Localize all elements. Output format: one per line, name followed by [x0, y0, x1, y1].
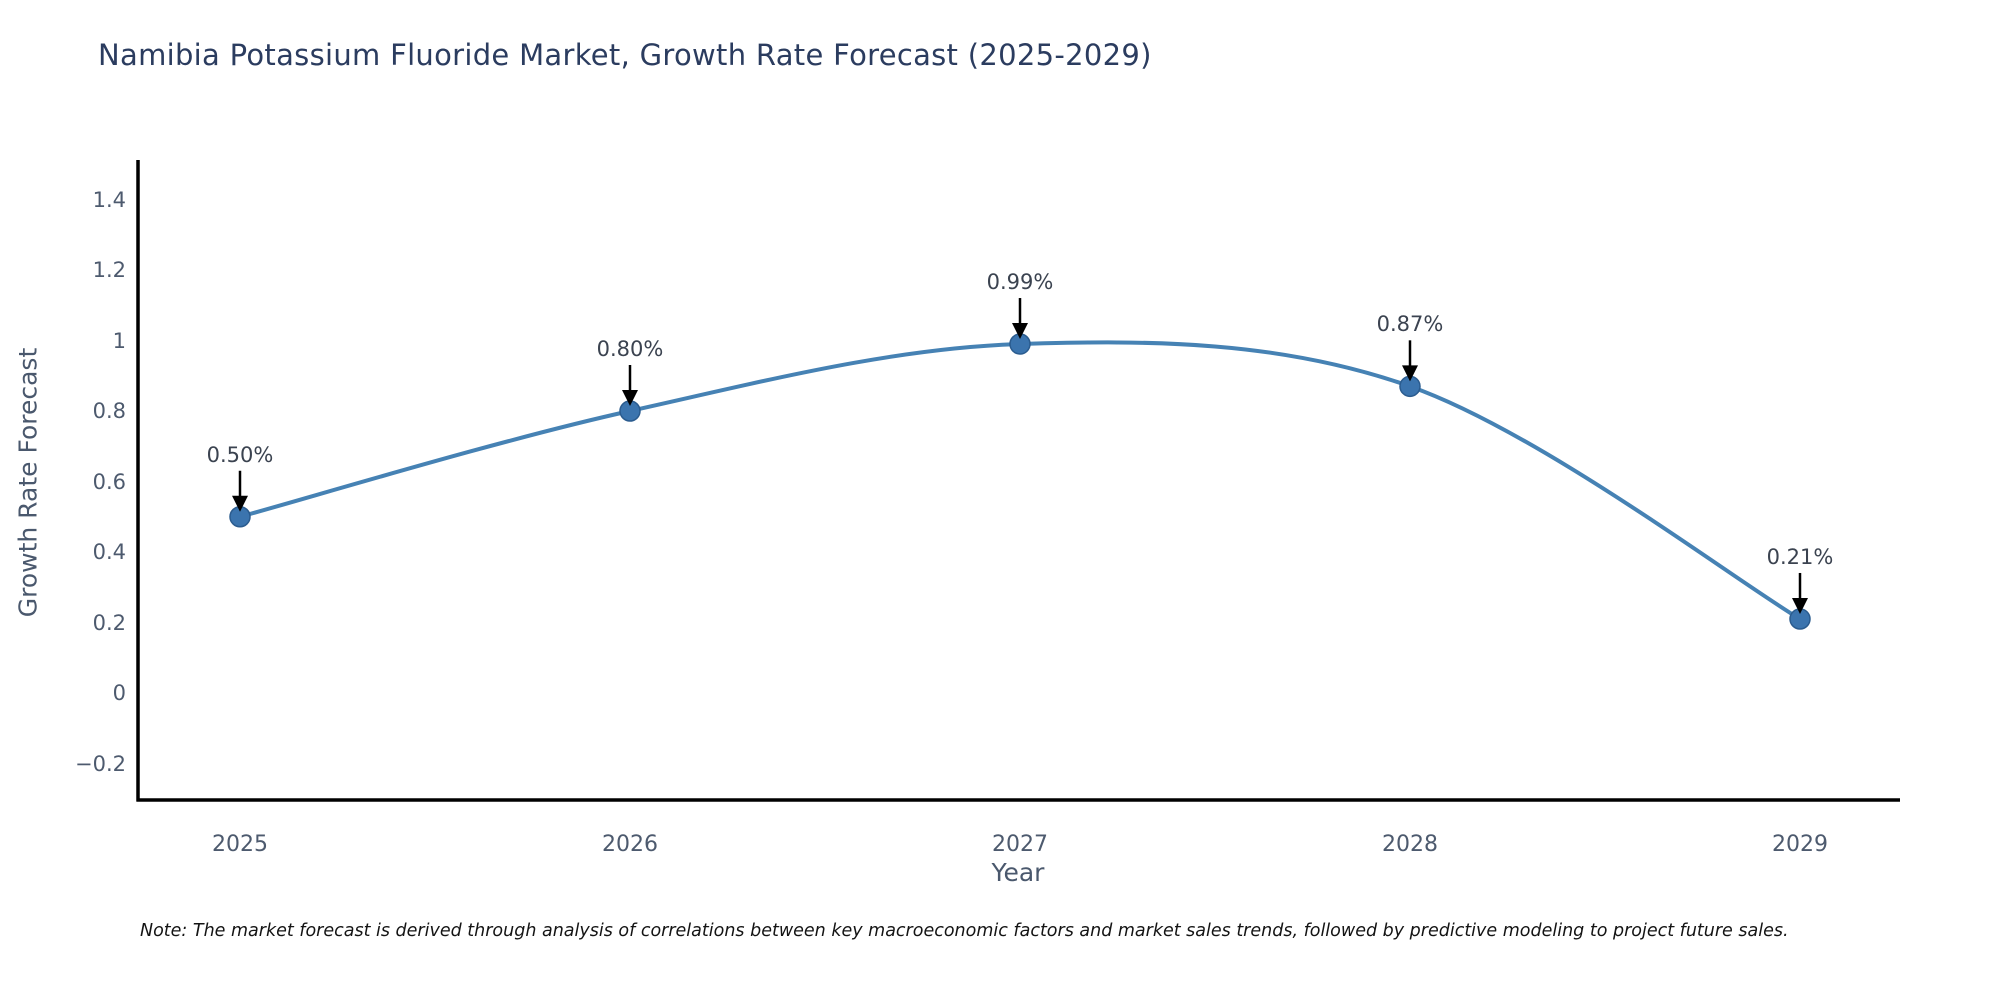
x-tick-label: 2025 [212, 832, 268, 857]
x-axis-title: Year [991, 858, 1045, 887]
footnote: Note: The market forecast is derived thr… [140, 921, 1789, 941]
annotation-arrow-head [232, 495, 248, 512]
data-point-value-label: 0.80% [596, 337, 664, 361]
y-tick-label: −0.2 [75, 751, 126, 776]
y-tick-label: 1.4 [92, 187, 126, 212]
series-layer [229, 333, 1811, 630]
data-point-value-label: 0.87% [1376, 312, 1444, 337]
data-point-value-label: 0.99% [986, 270, 1054, 295]
x-tick-label: 2027 [992, 832, 1048, 857]
annotation-arrow-head [1012, 323, 1028, 340]
data-point-value-label: 0.50% [206, 442, 274, 467]
y-tick-label: 1 [112, 328, 126, 353]
annotation-arrow-layer [232, 298, 1808, 614]
annotation-arrow-head [1792, 597, 1808, 614]
y-tick-label: 0.4 [92, 540, 126, 564]
x-tick-label: 2029 [1772, 832, 1828, 857]
y-tick-label: 1.2 [92, 258, 126, 282]
forecast-line [238, 340, 1802, 621]
y-tick-label: 0.6 [92, 469, 126, 494]
chart-title: Namibia Potassium Fluoride Market, Growt… [98, 38, 1152, 72]
x-tick-label: 2028 [1382, 832, 1438, 857]
data-point-value-label: 0.21% [1766, 544, 1834, 569]
axes-layer [136, 160, 1900, 802]
annotation-arrow-head [1402, 365, 1418, 382]
x-tick-label: 2026 [602, 832, 658, 857]
annotation-arrow-head [622, 390, 638, 406]
y-tick-label: 0.2 [92, 610, 126, 635]
y-tick-label: 0.8 [92, 399, 126, 423]
y-tick-label: 0 [112, 681, 126, 705]
